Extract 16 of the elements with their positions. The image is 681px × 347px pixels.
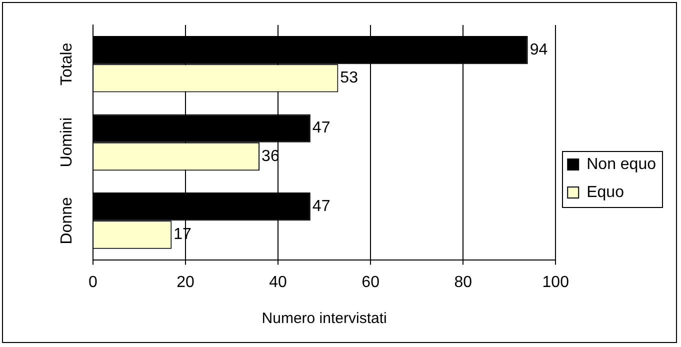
legend-label: Non equo xyxy=(586,156,656,173)
x-tick-label: 60 xyxy=(362,274,380,291)
data-label: 47 xyxy=(312,120,330,137)
y-tick-label: Totale xyxy=(58,42,76,86)
y-tick-label: Uomini xyxy=(58,118,76,168)
legend-label: Equo xyxy=(586,184,624,201)
data-label: 53 xyxy=(340,70,358,87)
data-label: 94 xyxy=(530,41,548,58)
x-axis-title: Numero intervistati xyxy=(262,310,387,328)
x-tick-label: 0 xyxy=(88,274,98,291)
x-tick-label: 80 xyxy=(454,274,472,291)
x-tick-label: 100 xyxy=(542,274,570,291)
x-tick-label: 20 xyxy=(176,274,195,291)
data-label: 47 xyxy=(312,198,330,215)
y-tick-label: Donne xyxy=(58,196,76,244)
x-tick-label: 40 xyxy=(269,274,288,291)
